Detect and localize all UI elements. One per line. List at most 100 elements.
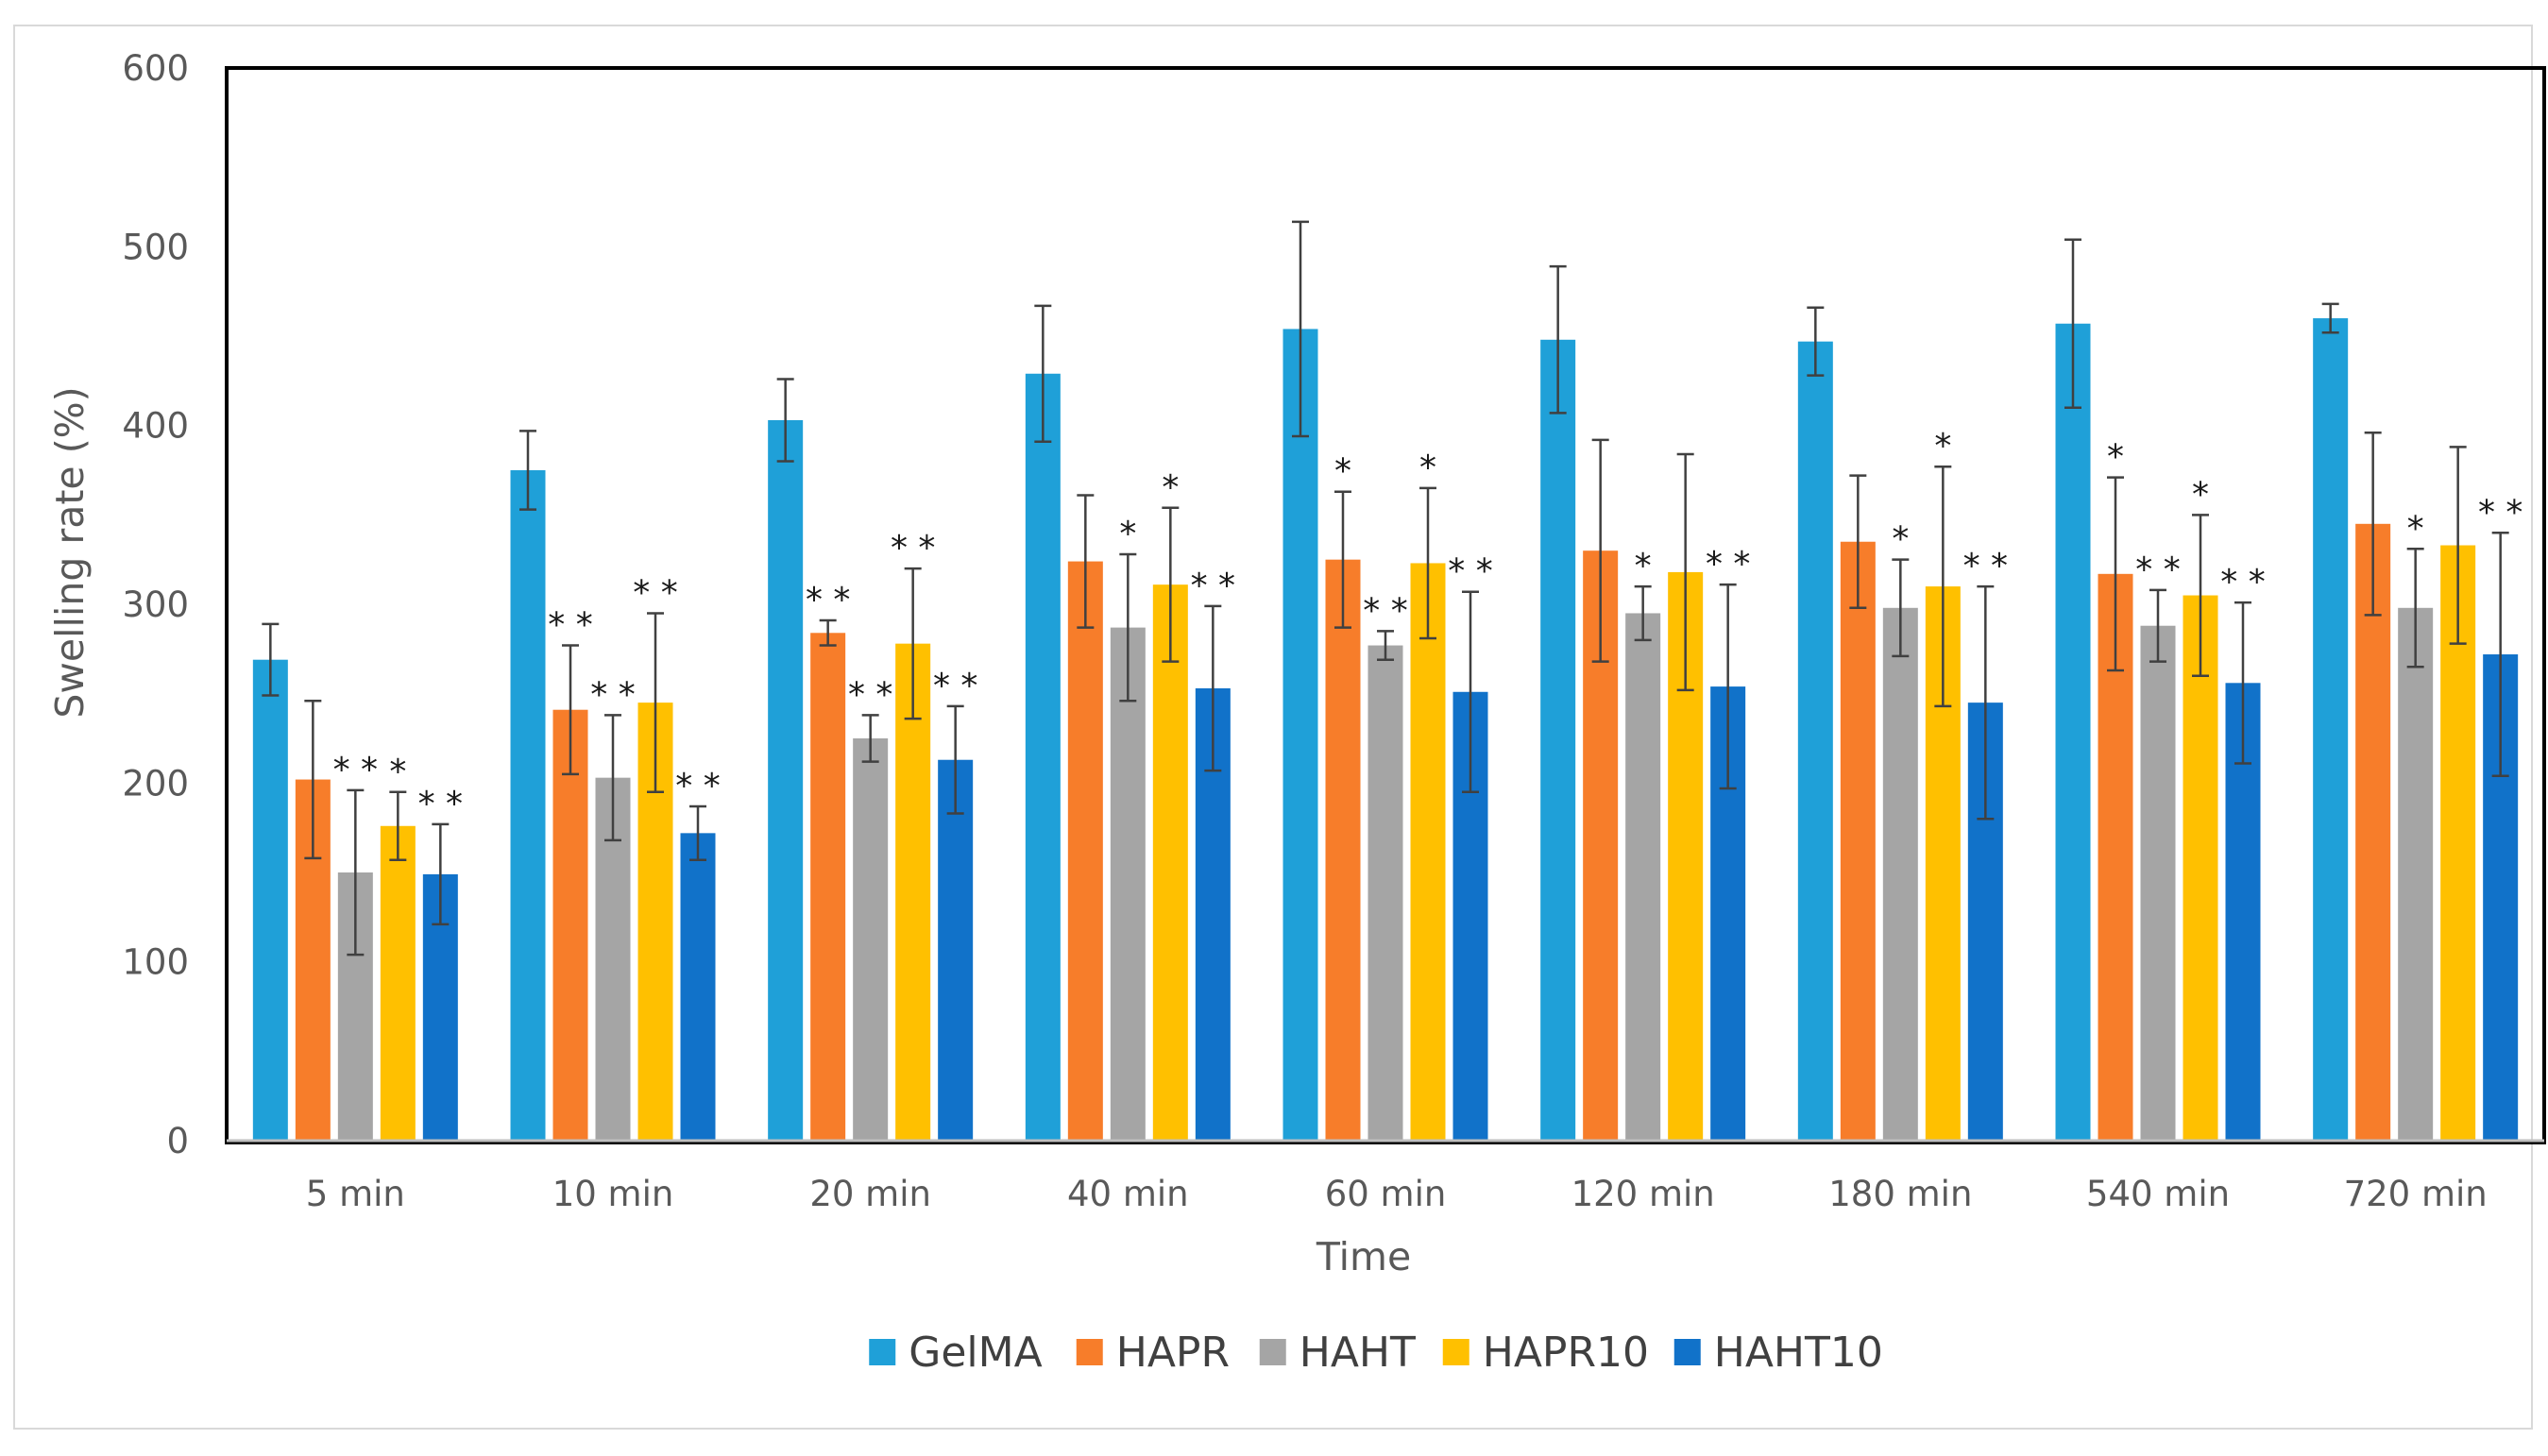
bar-haht10: [680, 833, 716, 1141]
error-bar: [389, 790, 407, 861]
x-tick-label: 5 min: [306, 1174, 405, 1214]
error-bar: [1334, 490, 1351, 629]
y-tick-label: 500: [122, 227, 189, 267]
error-bar: [262, 622, 280, 697]
y-tick-label: 400: [122, 406, 189, 447]
error-bar: [1549, 264, 1567, 415]
legend-label: HAHT: [1299, 1329, 1416, 1377]
error-bar: [1892, 558, 1910, 658]
bar-haht: [853, 738, 889, 1141]
error-bar: [1419, 486, 1436, 640]
y-axis-ticks: 0 100 200 300 400 500 600: [122, 48, 189, 1161]
significance-mark: *: [2192, 475, 2209, 514]
bars-layer: [252, 318, 2519, 1142]
error-bar: [2321, 302, 2339, 334]
bar-hapr10: [1152, 584, 1188, 1141]
bar-hapr10: [1410, 563, 1446, 1141]
bar-haht: [1367, 645, 1403, 1141]
significance-mark: *: [1119, 515, 1136, 553]
error-bar: [689, 804, 706, 861]
significance-mark: *: [2107, 438, 2124, 477]
x-tick-label: 180 min: [1828, 1174, 1972, 1214]
x-axis-category-labels: 5 min 10 min 20 min 40 min 60 min 120 min 180 …: [306, 1174, 2488, 1214]
x-tick-label: 40 min: [1067, 1174, 1189, 1214]
significance-mark: *: [1635, 547, 1652, 585]
error-bar: [1934, 465, 1952, 708]
legend-item-haht: HAHT: [1259, 1329, 1416, 1377]
legend-label: GelMA: [909, 1329, 1042, 1377]
error-bar: [2234, 601, 2251, 765]
bar-gelma: [1282, 329, 1318, 1142]
error-bar: [1119, 552, 1137, 703]
significance-mark: * *: [2478, 493, 2523, 532]
y-tick-label: 600: [122, 48, 189, 89]
bar-haht: [1882, 607, 1918, 1141]
significance-mark: * *: [933, 667, 977, 705]
significance-mark: *: [1934, 427, 1951, 466]
error-bar: [1591, 438, 1609, 663]
legend-label: HAPR: [1116, 1329, 1230, 1377]
error-bar: [1676, 452, 1694, 692]
bar-hapr10: [895, 643, 931, 1141]
error-bar: [1292, 220, 1309, 438]
bar-gelma: [2313, 318, 2349, 1142]
error-bar: [861, 714, 879, 763]
legend-swatch: [1673, 1339, 1701, 1365]
error-bar: [1162, 506, 1180, 663]
significance-mark: *: [389, 753, 406, 791]
significance-mark: * *: [548, 606, 592, 645]
error-bar: [2149, 588, 2166, 663]
bar-gelma: [1797, 341, 1833, 1141]
significance-mark: * *: [1448, 552, 1492, 591]
x-tick-label: 540 min: [2086, 1174, 2230, 1214]
error-bar: [1077, 494, 1095, 629]
error-bar: [2449, 446, 2467, 645]
significance-mark: * *: [2220, 563, 2265, 601]
error-bar: [1634, 584, 1652, 642]
x-tick-label: 60 min: [1325, 1174, 1447, 1214]
bar-haht: [2398, 607, 2434, 1141]
bar-hapr: [2355, 523, 2391, 1141]
legend-item-gelma: GelMA: [869, 1329, 1043, 1377]
bar-hapr: [1067, 561, 1103, 1141]
error-bar: [946, 704, 964, 815]
significance-mark: *: [2407, 509, 2424, 548]
error-bar: [1719, 583, 1737, 790]
bar-hapr: [552, 709, 588, 1141]
legend-swatch: [1259, 1339, 1286, 1365]
significance-mark: * *: [1191, 567, 1235, 605]
significance-mark: * *: [2135, 550, 2180, 589]
legend-label: HAHT10: [1714, 1329, 1883, 1377]
error-bar: [1977, 584, 1995, 821]
error-bar: [819, 618, 837, 647]
bar-hapr10: [2183, 595, 2218, 1141]
error-bar: [1807, 306, 1825, 377]
bar-hapr10: [380, 825, 416, 1141]
legend-swatch: [1076, 1339, 1103, 1365]
error-bar: [2364, 431, 2382, 617]
error-bar: [1377, 630, 1394, 661]
significance-mark: * *: [633, 573, 677, 612]
x-tick-label: 120 min: [1571, 1174, 1715, 1214]
error-bar: [432, 822, 450, 926]
significance-mark: * *: [848, 675, 892, 714]
error-bar: [2107, 476, 2124, 672]
legend-label: HAPR10: [1483, 1329, 1649, 1377]
significance-mark: * *: [333, 751, 378, 789]
legend-swatch: [869, 1339, 896, 1365]
bar-hapr: [1840, 541, 1876, 1141]
plot-area-border: [225, 66, 2546, 1144]
significance-mark: * *: [590, 675, 635, 714]
error-bar: [562, 644, 579, 776]
significance-annotations: * * * * * * * * * * * * * * * * * * * * * * * * * * * *…: [333, 427, 2523, 823]
significance-mark: * *: [1706, 545, 1750, 584]
error-bar: [347, 788, 365, 957]
significance-mark: * *: [891, 529, 935, 567]
error-bar: [2064, 238, 2081, 409]
bar-hapr: [810, 633, 846, 1141]
error-bar: [2491, 532, 2509, 778]
significance-mark: * *: [675, 767, 720, 805]
bar-haht: [1625, 613, 1661, 1141]
error-bar: [519, 430, 536, 511]
significance-mark: *: [1162, 468, 1179, 507]
